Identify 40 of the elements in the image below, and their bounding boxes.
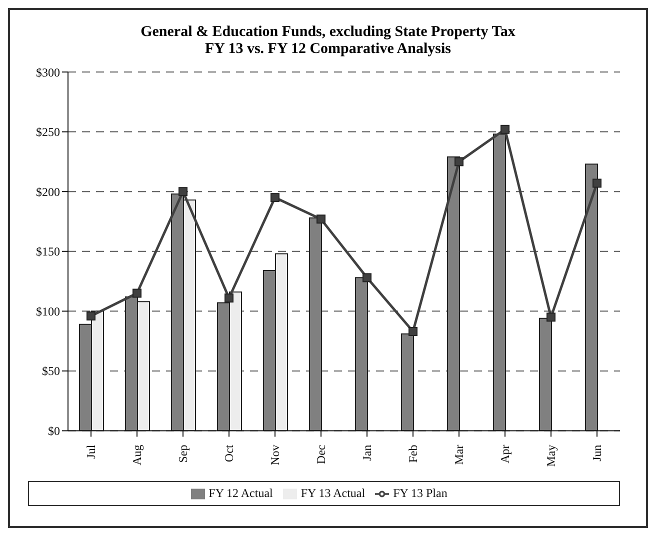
point xyxy=(132,288,142,298)
point xyxy=(362,273,372,282)
x-tick-label: Jun xyxy=(590,444,604,462)
x-tick-label: Jul xyxy=(84,444,98,459)
point xyxy=(224,294,234,303)
y-tick-label: $300 xyxy=(36,65,60,80)
legend-label: FY 13 Actual xyxy=(300,486,366,500)
point xyxy=(500,124,510,134)
point xyxy=(408,326,418,336)
point xyxy=(178,187,188,196)
point xyxy=(546,312,556,322)
chart-subtitle: FY 13 vs. FY 12 Comparative Analysis xyxy=(204,41,452,58)
bar xyxy=(447,156,460,431)
point xyxy=(592,178,602,188)
x-tick-label: Dec xyxy=(314,444,328,464)
x-tick-label: May xyxy=(544,444,558,467)
legend-label: FY 13 Plan xyxy=(393,486,448,500)
x-tick-label: Nov xyxy=(268,444,282,466)
point xyxy=(316,214,326,224)
y-tick-label: $0 xyxy=(48,424,60,438)
x-tick-label: Sep xyxy=(176,444,190,463)
point xyxy=(86,311,96,320)
x-tick-label: Aug xyxy=(130,444,144,466)
bar xyxy=(355,277,368,431)
x-tick-label: Feb xyxy=(406,444,420,463)
y-tick-label: $50 xyxy=(42,364,60,378)
y-tick-label: $150 xyxy=(36,244,60,259)
point xyxy=(270,193,280,202)
bar xyxy=(309,217,322,431)
x-tick-label: Mar xyxy=(452,444,466,465)
x-tick-label: Oct xyxy=(222,444,236,462)
x-tick-label: Jan xyxy=(360,444,374,461)
point xyxy=(454,157,464,166)
legend-label: FY 12 Actual xyxy=(208,486,273,500)
y-tick-label: $200 xyxy=(36,184,60,199)
x-tick-label: Apr xyxy=(498,444,512,464)
y-tick-label: $250 xyxy=(36,125,60,140)
bar xyxy=(585,164,598,431)
chart-title: General & Education Funds, excluding State Property Tax xyxy=(140,24,516,41)
y-tick-label: $100 xyxy=(36,304,60,318)
